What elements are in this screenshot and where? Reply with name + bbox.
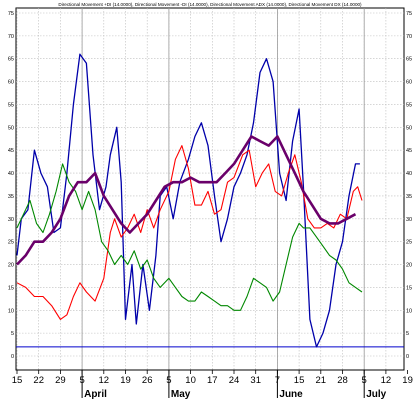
y-tick-label-left: 50 <box>8 125 14 131</box>
x-tick-label: 15 <box>294 375 305 386</box>
y-tick-label-right: 20 <box>406 263 412 269</box>
series-line <box>16 145 363 320</box>
x-tick-label: 28 <box>337 375 348 386</box>
y-tick-label-right: 60 <box>406 80 412 86</box>
y-tick-label-right: 30 <box>406 217 412 223</box>
x-tick-label: 26 <box>142 375 153 386</box>
y-tick-label-right: 70 <box>406 34 412 40</box>
y-tick-label-right: 40 <box>406 171 412 177</box>
x-tick-label: 21 <box>316 375 327 386</box>
x-tick-label: 19 <box>402 375 413 386</box>
x-tick-label: 12 <box>99 375 110 386</box>
series-line <box>16 135 357 266</box>
y-tick-label-left: 75 <box>8 11 14 17</box>
month-label: May <box>171 389 191 400</box>
y-tick-label-right: 15 <box>406 285 412 291</box>
x-tick-label: 22 <box>33 375 44 386</box>
y-tick-label-right: 0 <box>406 354 409 360</box>
chart-title: Directional Movement +DI (14.0000), Dire… <box>58 2 362 7</box>
y-tick-label-left: 55 <box>8 102 14 108</box>
month-label: April <box>84 389 107 400</box>
y-tick-label-left: 20 <box>8 263 14 269</box>
y-tick-label-left: 45 <box>8 148 14 154</box>
y-tick-label-right: 65 <box>406 57 412 63</box>
x-tick-label: 29 <box>55 375 66 386</box>
y-tick-label-left: 15 <box>8 285 14 291</box>
y-tick-label-right: 5 <box>406 331 409 337</box>
gridlines <box>15 7 405 371</box>
y-tick-label-left: 10 <box>8 308 14 314</box>
x-tick-label: 15 <box>12 375 23 386</box>
x-tick-label: 31 <box>250 375 261 386</box>
y-tick-label-right: 10 <box>406 308 412 314</box>
y-tick-label-left: 30 <box>8 217 14 223</box>
y-tick-label-left: 65 <box>8 57 14 63</box>
x-tick-label: 17 <box>207 375 218 386</box>
y-tick-label-right: 75 <box>406 11 412 17</box>
y-tick-label-left: 40 <box>8 171 14 177</box>
month-label: July <box>366 389 386 400</box>
y-tick-label-left: 60 <box>8 80 14 86</box>
x-tick-label: 24 <box>229 375 240 386</box>
y-tick-label-left: 5 <box>11 331 14 337</box>
x-tick-label: 12 <box>381 375 392 386</box>
y-tick-label-right: 25 <box>406 240 412 246</box>
month-label: June <box>279 389 303 400</box>
y-tick-label-right: 55 <box>406 102 412 108</box>
y-tick-label-left: 0 <box>11 354 14 360</box>
x-axis: 1522295121926510172431715212851219AprilM… <box>12 369 413 400</box>
y-tick-label-right: 35 <box>406 194 412 200</box>
x-tick-label: 10 <box>185 375 196 386</box>
y-tick-label-right: 45 <box>406 148 412 154</box>
y-tick-label-left: 70 <box>8 34 14 40</box>
x-tick-label: 19 <box>120 375 131 386</box>
series-line <box>16 163 363 311</box>
y-tick-label-left: 25 <box>8 240 14 246</box>
y-tick-label-left: 35 <box>8 194 14 200</box>
y-tick-label-right: 50 <box>406 125 412 131</box>
series-lines <box>16 53 363 348</box>
series-line <box>16 53 360 348</box>
